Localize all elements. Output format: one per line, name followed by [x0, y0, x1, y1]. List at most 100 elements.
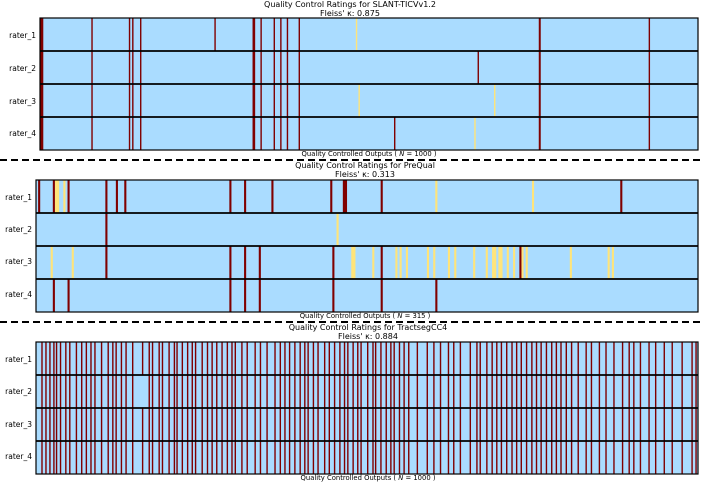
fail-cell — [469, 342, 472, 375]
fail-cell — [695, 441, 697, 474]
fail-cell — [531, 408, 533, 441]
fail-cell — [621, 441, 624, 474]
maybe-cell — [611, 246, 614, 279]
fail-cell — [274, 408, 276, 441]
fail-cell — [447, 441, 450, 474]
fail-cell — [91, 51, 93, 84]
fail-cell — [535, 342, 538, 375]
fail-cell — [181, 441, 184, 474]
fail-cell — [663, 375, 665, 408]
fail-cell — [52, 180, 55, 213]
fail-cell — [65, 408, 67, 441]
maybe-cell — [399, 246, 402, 279]
fail-cell — [390, 441, 392, 474]
fail-cell — [173, 375, 176, 408]
rater-label: rater_3 — [5, 257, 32, 266]
fail-cell — [140, 18, 142, 51]
rater-label: rater_2 — [9, 64, 36, 73]
fail-cell — [244, 246, 247, 279]
fail-cell — [380, 342, 382, 375]
fail-cell — [254, 375, 256, 408]
fail-cell — [447, 375, 450, 408]
fail-cell — [91, 117, 93, 150]
fail-cell — [347, 441, 349, 474]
fail-cell — [577, 441, 579, 474]
fail-cell — [479, 342, 481, 375]
fail-cell — [352, 342, 354, 375]
fail-cell — [648, 375, 650, 408]
fail-cell — [132, 51, 134, 84]
fail-cell — [506, 342, 508, 375]
fail-cell — [347, 408, 349, 441]
fail-cell — [206, 408, 209, 441]
fail-cell — [560, 342, 562, 375]
fail-cell — [298, 117, 300, 150]
fail-cell — [560, 408, 562, 441]
fail-cell — [633, 342, 635, 375]
fail-cell — [681, 342, 683, 375]
fail-cell — [85, 342, 88, 375]
fail-cell — [299, 342, 301, 375]
fail-cell — [125, 342, 127, 375]
fail-cell — [538, 51, 541, 84]
fail-cell — [120, 342, 123, 375]
fail-cell — [447, 342, 450, 375]
fail-cell — [390, 408, 392, 441]
fail-cell — [372, 408, 374, 441]
fail-cell — [519, 246, 522, 279]
fail-cell — [186, 375, 189, 408]
fail-cell — [244, 180, 247, 213]
fail-cell — [367, 408, 369, 441]
panel-prequal: Quality Control Ratings for PreQual Flei… — [5, 161, 699, 320]
fail-cell — [453, 408, 455, 441]
fail-cell — [115, 441, 117, 474]
fail-cell — [279, 375, 282, 408]
fail-cell — [565, 441, 567, 474]
fail-cell — [332, 246, 335, 279]
fail-cell — [352, 408, 354, 441]
fail-cell — [535, 408, 538, 441]
fail-cell — [307, 441, 309, 474]
fail-cell — [695, 375, 697, 408]
fail-cell — [141, 342, 144, 375]
fail-cell — [633, 375, 635, 408]
fail-cell — [274, 375, 276, 408]
fail-cell — [254, 408, 256, 441]
fail-cell — [560, 441, 562, 474]
maybe-cell — [71, 246, 74, 279]
fail-cell — [380, 180, 383, 213]
fail-cell — [538, 117, 541, 150]
fail-cell — [90, 408, 92, 441]
fail-cell — [545, 441, 548, 474]
fail-cell — [90, 342, 92, 375]
fail-cell — [151, 342, 154, 375]
fail-cell — [416, 375, 419, 408]
rater-label: rater_4 — [9, 129, 36, 138]
fail-cell — [304, 408, 306, 441]
fail-cell — [307, 408, 309, 441]
fail-cell — [176, 342, 178, 375]
fail-cell — [598, 375, 601, 408]
fail-cell — [67, 180, 70, 213]
fail-cell — [132, 117, 134, 150]
fail-cell — [125, 375, 127, 408]
fail-cell — [246, 408, 248, 441]
fail-cell — [55, 408, 58, 441]
fail-cell — [506, 375, 508, 408]
fail-cell — [555, 342, 558, 375]
fail-cell — [577, 408, 579, 441]
fail-cell — [221, 441, 223, 474]
fail-cell — [132, 84, 134, 117]
fail-cell — [125, 441, 127, 474]
fail-cell — [477, 51, 479, 84]
fail-cell — [654, 375, 657, 408]
fail-cell — [374, 441, 377, 474]
fail-cell — [628, 375, 630, 408]
fail-cell — [511, 375, 513, 408]
fail-cell — [585, 408, 587, 441]
fail-cell — [90, 375, 92, 408]
fail-cell — [280, 51, 282, 84]
fail-cell — [476, 342, 478, 375]
fail-cell — [360, 375, 362, 408]
fail-cell — [520, 441, 522, 474]
